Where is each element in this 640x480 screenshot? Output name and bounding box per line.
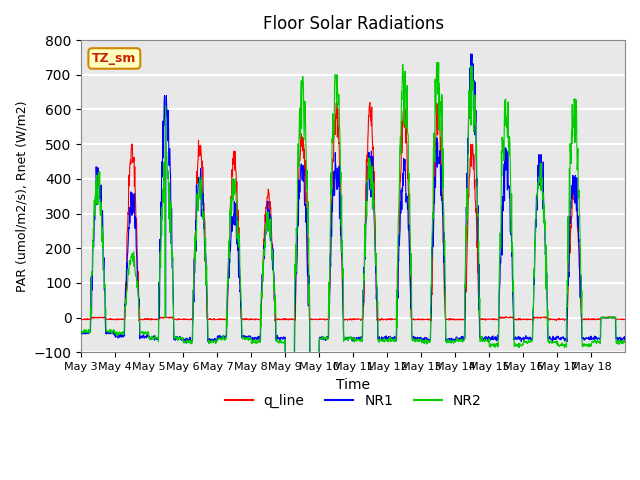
X-axis label: Time: Time: [336, 377, 370, 392]
Y-axis label: PAR (umol/m2/s), Rnet (W/m2): PAR (umol/m2/s), Rnet (W/m2): [15, 100, 28, 292]
Title: Floor Solar Radiations: Floor Solar Radiations: [262, 15, 444, 33]
Text: TZ_sm: TZ_sm: [92, 52, 136, 65]
Legend: q_line, NR1, NR2: q_line, NR1, NR2: [219, 389, 487, 414]
